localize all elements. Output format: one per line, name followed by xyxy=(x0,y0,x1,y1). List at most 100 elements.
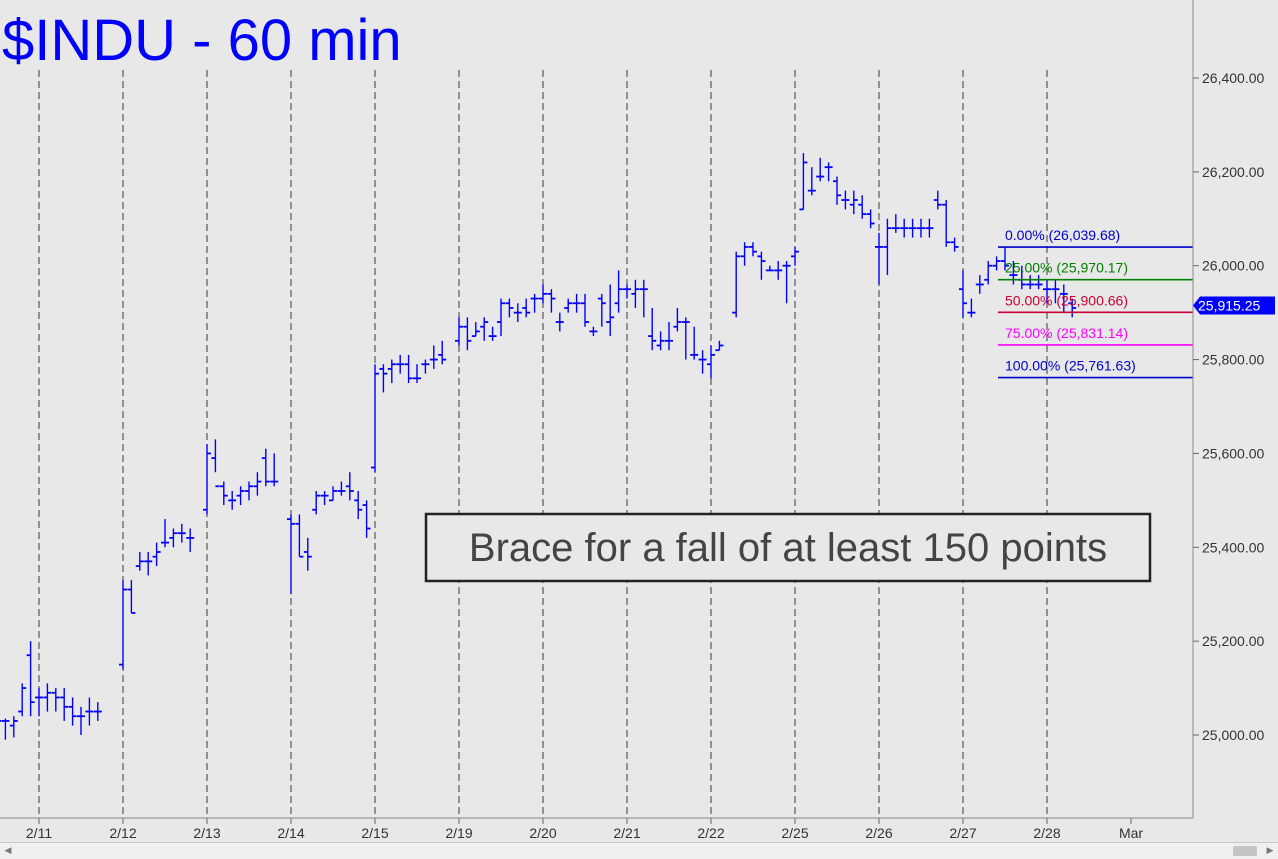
x-tick-label: 2/25 xyxy=(781,825,808,841)
ohlc-bar xyxy=(26,641,35,717)
ohlc-bar xyxy=(959,270,967,318)
scroll-thumb[interactable] xyxy=(1233,846,1257,856)
ohlc-bar xyxy=(387,359,396,384)
ohlc-bar xyxy=(1034,275,1043,290)
y-tick-label: 26,000.00 xyxy=(1202,258,1264,274)
ohlc-bar xyxy=(219,481,228,506)
left-arrow-icon[interactable]: ◀ xyxy=(4,846,12,856)
ohlc-bar xyxy=(875,232,883,285)
ohlc-bar xyxy=(900,218,909,238)
ohlc-bar xyxy=(371,364,379,473)
ohlc-bar xyxy=(127,580,136,614)
ohlc-bar xyxy=(841,190,850,210)
x-tick-label: 2/28 xyxy=(1033,825,1060,841)
ohlc-bar xyxy=(623,284,631,299)
ohlc-bar xyxy=(505,298,514,318)
ohlc-bar xyxy=(975,275,984,294)
ohlc-bar xyxy=(152,542,161,567)
ohlc-bar xyxy=(203,444,211,515)
fib-label: 50.00% (25,900.66) xyxy=(1005,292,1128,308)
ohlc-bar xyxy=(480,317,489,341)
ohlc-bar xyxy=(43,683,52,712)
right-arrow-icon[interactable]: ▶ xyxy=(1266,846,1274,856)
ohlc-bar xyxy=(765,265,774,272)
ohlc-bar xyxy=(967,298,976,318)
ohlc-bar xyxy=(799,153,808,211)
ohlc-bar xyxy=(715,340,724,352)
ohlc-bar xyxy=(581,293,589,327)
ohlc-bar xyxy=(51,688,60,712)
ohlc-bar xyxy=(782,261,791,304)
ohlc-bar xyxy=(631,279,640,308)
ohlc-bar xyxy=(925,218,934,238)
price-bars xyxy=(0,153,1077,740)
ohlc-bar xyxy=(77,706,85,735)
ohlc-bar xyxy=(1001,246,1009,271)
ohlc-bar xyxy=(539,284,547,304)
ohlc-bar xyxy=(379,364,388,393)
x-tick-label: 2/19 xyxy=(445,825,472,841)
ohlc-bar xyxy=(144,551,153,576)
ohlc-bar xyxy=(891,214,900,233)
ohlc-bar xyxy=(833,176,841,205)
ohlc-bar xyxy=(1059,284,1068,313)
ohlc-bar xyxy=(774,261,783,280)
ohlc-bar xyxy=(791,246,799,266)
ohlc-bar xyxy=(673,307,682,332)
ohlc-bar xyxy=(849,190,858,215)
annotation-text: Brace for a fall of at least 150 points xyxy=(469,526,1107,570)
ohlc-bar xyxy=(707,345,715,379)
ohlc-bar xyxy=(404,354,413,384)
ohlc-bar xyxy=(1009,261,1018,285)
ohlc-bar xyxy=(614,270,623,313)
fib-label: 75.00% (25,831.14) xyxy=(1005,325,1128,341)
ohlc-bar xyxy=(320,490,329,506)
ohlc-bar xyxy=(564,298,573,313)
ohlc-bar xyxy=(303,537,312,571)
ohlc-bar xyxy=(942,200,951,247)
ohlc-bar xyxy=(236,486,245,506)
ohlc-bar xyxy=(656,331,665,351)
ohlc-bar xyxy=(530,293,539,313)
ohlc-bar xyxy=(917,218,925,238)
ohlc-bar xyxy=(60,688,69,721)
x-tick-label: 2/15 xyxy=(361,825,388,841)
ohlc-bar xyxy=(933,190,942,210)
x-tick-label: 2/26 xyxy=(865,825,892,841)
x-tick-label: 2/13 xyxy=(193,825,220,841)
ohlc-bar xyxy=(228,490,237,510)
ohlc-bar xyxy=(270,453,279,487)
ohlc-bar xyxy=(992,256,1001,271)
ohlc-bar xyxy=(135,551,144,571)
ohlc-bar xyxy=(177,523,186,543)
x-tick-label: 2/27 xyxy=(949,825,976,841)
fib-label: 25.00% (25,970.17) xyxy=(1005,260,1128,276)
x-axis: 2/11 2/12 2/13 2/14 2/15 2/19 2/20 2/21 2/22 2/25… xyxy=(26,818,1143,841)
annotation-border xyxy=(424,512,1152,583)
ohlc-bar xyxy=(1051,279,1060,304)
ohlc-bar xyxy=(119,580,127,670)
ohlc-bar xyxy=(287,514,295,595)
y-tick-label: 25,600.00 xyxy=(1202,445,1264,461)
x-tick-label: 2/14 xyxy=(277,825,304,841)
fibonacci-levels: 0.00% (26,039.68) 25.00% (25,970.17) 50.00… xyxy=(998,227,1193,379)
ohlc-bar xyxy=(295,514,304,558)
ohlc-bar xyxy=(1,718,10,740)
ohlc-bar xyxy=(597,293,606,327)
ohlc-bar xyxy=(1068,298,1077,318)
annotation-box: Brace for a fall of at least 150 points xyxy=(424,512,1152,583)
ohlc-bar xyxy=(522,298,531,318)
ohlc-bar xyxy=(161,519,169,548)
y-tick-label: 26,200.00 xyxy=(1202,164,1264,180)
ohlc-bar xyxy=(698,350,707,374)
x-tick-label: 2/22 xyxy=(697,825,724,841)
ohlc-bar xyxy=(429,345,438,369)
ohlc-bar xyxy=(866,209,875,229)
horizontal-scrollbar[interactable]: ◀ ▶ xyxy=(0,842,1278,859)
ohlc-bar xyxy=(681,317,690,360)
ohlc-bar xyxy=(639,279,648,318)
ohlc-bar xyxy=(690,326,699,360)
ohlc-bar xyxy=(572,293,581,313)
ohlc-bar xyxy=(816,157,825,182)
